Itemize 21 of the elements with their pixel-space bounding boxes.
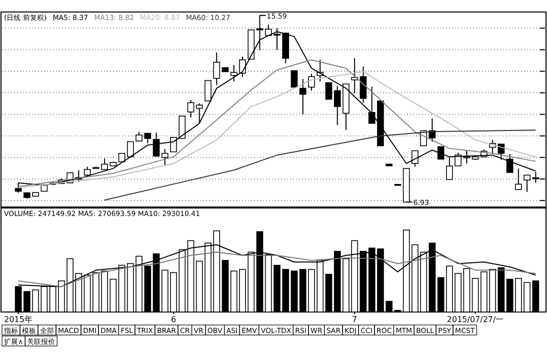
candlestick <box>325 82 332 100</box>
candlestick <box>360 66 367 104</box>
candlestick <box>152 132 160 157</box>
candlestick <box>299 78 306 115</box>
x-tick-label: 2015年 <box>4 315 32 324</box>
candlestick <box>126 141 134 158</box>
candlestick <box>524 174 530 192</box>
candlestick <box>196 102 203 124</box>
candlestick <box>213 52 220 86</box>
candlestick <box>515 168 522 190</box>
candlestick <box>437 146 444 160</box>
candlestick <box>308 73 315 92</box>
candlestick <box>187 99 194 118</box>
candlestick <box>204 80 212 102</box>
x-tick-label: 7 <box>352 315 358 324</box>
candlestick <box>351 58 358 94</box>
x-tick-label: 6 <box>170 315 176 324</box>
candlestick <box>412 150 418 168</box>
candlestick <box>290 70 298 88</box>
x-tick-label: 2015/07/27/一 <box>446 315 504 324</box>
candlestick <box>161 148 168 166</box>
